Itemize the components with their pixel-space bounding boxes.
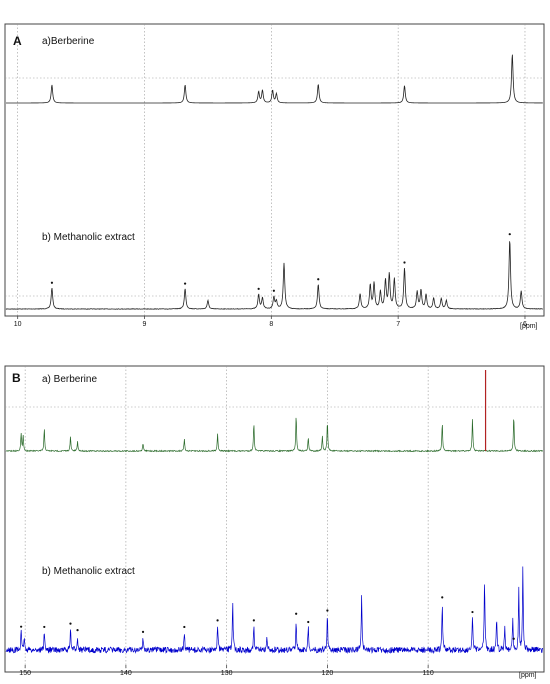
peak-marker [20, 625, 23, 628]
tick-label: 10 [14, 321, 22, 328]
tick-label: 8 [269, 321, 273, 328]
tick-label: 130 [221, 670, 233, 677]
panel-b-frame [4, 365, 545, 673]
tick-label: 7 [396, 321, 400, 328]
panel-a-grid [5, 24, 544, 316]
panel-a-label: A [13, 34, 22, 48]
panel-b-berberine-spectrum [5, 417, 543, 453]
tick-label: 6 [523, 321, 527, 328]
peak-marker [508, 233, 511, 236]
peak-marker [216, 619, 219, 622]
peak-marker [76, 629, 79, 632]
panel-a-x-unit: [ppm] [520, 323, 538, 330]
peak-marker [141, 630, 145, 633]
peak-marker [307, 620, 310, 624]
peak-marker [252, 619, 255, 622]
peak-marker [317, 278, 320, 281]
panel-a-series-1-name: a)Berberine [42, 36, 95, 47]
panel-b-series-1-name: a) Berberine [42, 374, 97, 385]
peak-marker [295, 612, 298, 615]
peak-marker [183, 282, 187, 285]
panel-a-series-2-name: b) Methanolic extract [42, 232, 135, 243]
panel-b-grid [5, 366, 544, 672]
peak-marker [272, 289, 275, 292]
peak-marker [50, 281, 54, 284]
peak-marker [69, 622, 72, 625]
peak-marker [326, 609, 329, 612]
panel-b-x-unit: [ppm] [519, 672, 537, 679]
panel-a-berberine-spectrum [6, 54, 543, 104]
panel-b-peak-markers [20, 596, 515, 640]
tick-label: 9 [143, 321, 147, 328]
panel-b-series-2-name: b) Methanolic extract [42, 566, 135, 577]
panel-a-extract-spectrum [5, 241, 544, 310]
tick-label: 150 [19, 670, 31, 677]
panel-b-extract-spectrum [5, 566, 544, 655]
panel-a-frame [4, 23, 545, 317]
peak-marker [403, 261, 406, 264]
panel-a-x-ticks: 10 9 8 7 6 [14, 316, 527, 328]
peak-marker [43, 625, 46, 629]
tick-label: 110 [423, 670, 434, 677]
peak-marker [183, 625, 186, 629]
tick-label: 140 [120, 670, 132, 677]
panel-b-x-ticks: 150 140 130 120 110 [19, 665, 434, 677]
panel-b-label: B [12, 371, 21, 385]
tick-label: 120 [322, 670, 334, 677]
peak-marker [441, 596, 444, 599]
peak-marker [512, 637, 515, 640]
peak-marker [257, 287, 260, 290]
peak-marker [471, 610, 474, 614]
panel-a-peak-markers [50, 233, 511, 292]
